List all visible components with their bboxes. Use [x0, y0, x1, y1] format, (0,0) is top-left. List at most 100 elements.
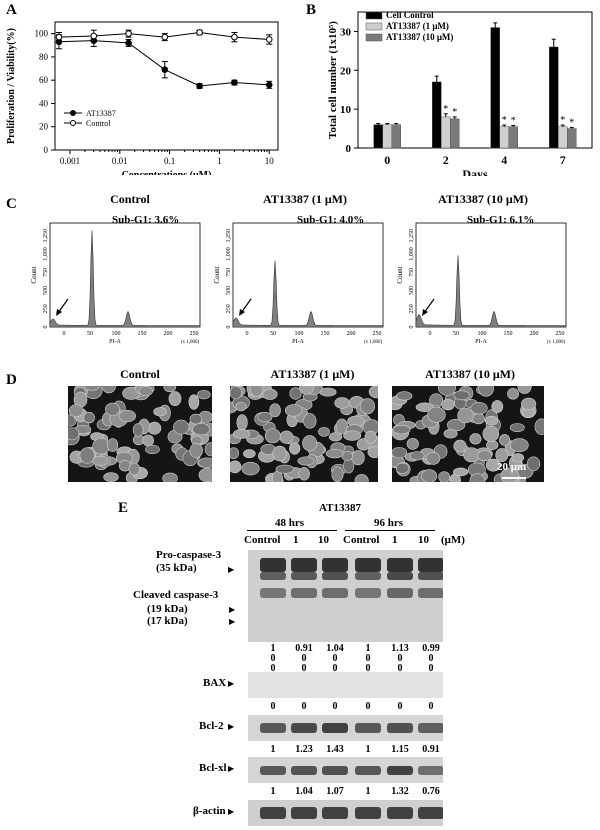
cell-nucleus: [453, 390, 470, 401]
label-19kda: (19 kDa): [147, 603, 188, 615]
cell-nucleus: [406, 438, 419, 450]
quant-pro-caspase3: 0.99: [422, 643, 440, 654]
x-tick-label: 200: [530, 331, 539, 337]
cell-nucleus: [499, 434, 511, 446]
quant-bclxl: 1: [365, 786, 371, 797]
cell-nucleus: [107, 438, 119, 452]
flow-title-control: Control: [110, 192, 150, 206]
quant-bax: 0: [365, 701, 371, 712]
cell-nucleus: [318, 426, 330, 437]
cell-nucleus: [341, 451, 353, 461]
y-tick-label: 20: [340, 65, 352, 77]
cell-nucleus: [302, 435, 318, 452]
x-tick-label: 50: [270, 331, 276, 337]
legend-label: AT13387 (1 μM): [386, 21, 449, 31]
panel-label-e: E: [118, 500, 129, 516]
cell-nucleus: [230, 460, 242, 474]
cell-nucleus: [235, 401, 247, 412]
cell-nucleus: [486, 440, 499, 451]
quant-19kda: 0: [301, 653, 307, 664]
blot-bclxl: [248, 757, 443, 783]
bar: [391, 124, 401, 149]
x-axis-unit: (x 1,000): [364, 340, 383, 345]
blot-band: [355, 807, 381, 819]
y-tick-label: 500: [43, 286, 49, 295]
cell-nucleus: [368, 386, 378, 399]
x-tick-label: 50: [87, 331, 93, 337]
blot-band: [322, 572, 348, 580]
x-tick-label: 0.01: [112, 156, 128, 166]
cell-nucleus: [438, 471, 451, 482]
blot-bcl2: [248, 715, 443, 741]
blot-band: [387, 723, 413, 733]
panel-label-a: A: [6, 2, 17, 18]
arrow-35kda: ▶: [228, 565, 235, 574]
quant-bcl2: 1.43: [326, 744, 344, 755]
cell-nucleus: [232, 429, 251, 439]
significance-star: *: [560, 115, 565, 126]
x-axis-label: PI-A: [109, 339, 121, 345]
bar: [549, 46, 559, 149]
cell-nucleus: [68, 404, 84, 418]
blot-band: [260, 723, 286, 733]
data-point: [125, 30, 132, 37]
cell-nucleus: [189, 413, 203, 425]
label-17kda: (17 kDa): [147, 615, 188, 627]
cell-nucleus: [463, 447, 480, 463]
cell-nucleus: [507, 388, 519, 400]
quant-17kda: 0: [397, 663, 403, 674]
blot-band: [322, 588, 348, 598]
cell-nucleus: [162, 472, 178, 482]
cell-nucleus: [138, 386, 153, 396]
legend-label: AT13387: [86, 109, 116, 118]
y-tick-label: 750: [43, 268, 49, 277]
blot-band: [322, 558, 348, 572]
histogram-trace: [49, 230, 201, 328]
blot-band: [260, 558, 286, 572]
flow-histogram-control: 0 250 500 750 1,000 1,250 0 50 100 150 200 250 PI-A (…: [30, 222, 201, 345]
blot-band: [322, 807, 348, 819]
x-axis-label: Days: [462, 167, 488, 176]
x-tick-label: 200: [347, 331, 356, 337]
label-35kda: (35 kDa): [156, 562, 197, 574]
blot-band: [291, 588, 317, 598]
quant-bclxl: 1.04: [295, 786, 313, 797]
plot-frame: [54, 21, 279, 151]
y-axis-label: Proliferation / Viability(%): [6, 28, 17, 144]
blot-band: [418, 572, 443, 580]
quant-bcl2: 1: [365, 744, 371, 755]
wb-unit: (μM): [441, 534, 465, 546]
arrow-bcl2: ▶: [228, 722, 235, 731]
cell-nucleus: [147, 421, 162, 435]
cell-nucleus: [485, 458, 501, 472]
blot-band: [260, 588, 286, 598]
panel-label-c: C: [6, 196, 17, 212]
cell-nucleus: [198, 457, 212, 468]
data-point: [196, 29, 203, 36]
legend-swatch: [365, 33, 383, 42]
x-tick-label: 2: [443, 153, 449, 167]
cell-nucleus: [457, 407, 474, 424]
cell-nucleus: [269, 403, 281, 418]
cell-nucleus: [521, 397, 537, 411]
y-tick-label: 0: [44, 145, 49, 155]
x-tick-label: 250: [373, 331, 382, 337]
y-tick-label: 1,250: [226, 229, 232, 243]
flow-histogram-10um: 0 250 500 750 1,000 1,250 0 50 100 150 200 250 PI-A (…: [396, 222, 567, 345]
data-point: [196, 82, 203, 90]
bar: [382, 124, 392, 149]
y-tick-label: 10: [340, 104, 352, 116]
label-pro-caspase3: Pro-caspase-3: [156, 549, 222, 561]
blot-caspase3: [248, 550, 443, 642]
x-tick-label: 250: [190, 331, 199, 337]
cell-nucleus: [189, 443, 203, 458]
viability-chart: 0 20 40 60 80 100 0.001 0.01 0.1 1 10 Concentration…: [6, 21, 279, 175]
flow-title-10um: AT13387 (10 μM): [438, 192, 528, 206]
quant-19kda: 0: [428, 653, 434, 664]
y-tick-label: 0: [409, 326, 415, 329]
data-point: [161, 33, 169, 41]
quant-19kda: 0: [365, 653, 371, 664]
blot-band: [387, 558, 413, 572]
cell-nucleus: [484, 415, 499, 426]
cell-nucleus: [453, 467, 469, 477]
